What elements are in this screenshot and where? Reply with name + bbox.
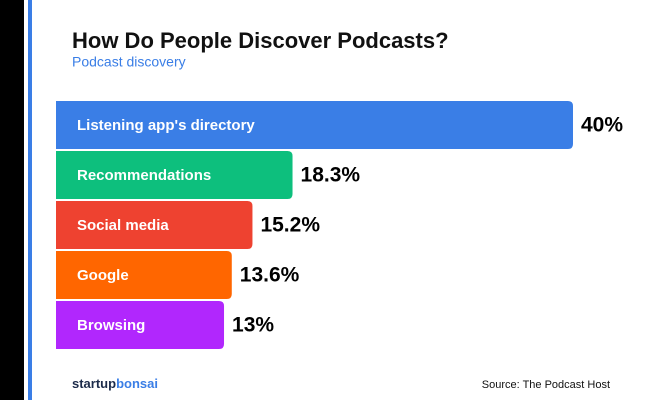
- bar: [56, 251, 232, 299]
- source-note: Source: The Podcast Host: [482, 379, 610, 391]
- brand-part: bonsai: [116, 376, 158, 391]
- category-label: Browsing: [77, 317, 145, 334]
- brand-logo: startupbonsai: [72, 376, 158, 391]
- left-strip: [0, 0, 24, 400]
- bar: [56, 301, 225, 349]
- category-label: Google: [77, 267, 129, 284]
- value-label: 40%: [581, 114, 623, 137]
- chart-subtitle: Podcast discovery: [72, 54, 186, 70]
- category-label: Listening app's directory: [77, 117, 255, 134]
- chart-title: How Do People Discover Podcasts?: [72, 28, 449, 53]
- category-label: Recommendations: [77, 167, 211, 184]
- brand-part: startup: [72, 376, 116, 391]
- bar: [56, 201, 253, 249]
- value-label: 13.6%: [240, 264, 300, 287]
- bar: [56, 101, 573, 149]
- bar: [56, 151, 293, 199]
- accent-strip: [28, 0, 32, 400]
- value-label: 18.3%: [301, 164, 361, 187]
- category-label: Social media: [77, 217, 169, 234]
- value-label: 13%: [232, 314, 274, 337]
- value-label: 15.2%: [260, 214, 320, 237]
